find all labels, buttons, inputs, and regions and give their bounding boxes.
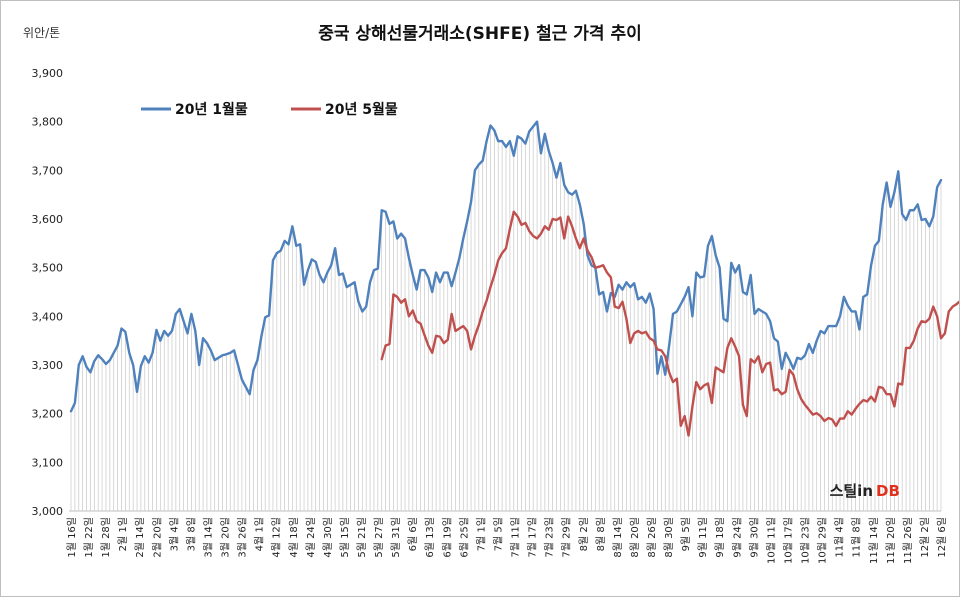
x-tick-label: 11월 8일 [851,517,863,558]
y-tick-label: 3,900 [32,67,64,80]
x-tick-label: 4월 30일 [322,517,334,558]
y-tick-label: 3,300 [32,359,64,372]
x-tick-label: 5월 15일 [339,517,351,558]
x-tick-label: 12월 2일 [919,517,931,558]
x-tick-label: 9월 24일 [731,517,743,558]
x-tick-label: 3월 26일 [237,517,249,558]
x-tick-label: 1월 16일 [66,517,78,558]
x-tick-label: 11월 4일 [834,517,846,558]
y-tick-label: 3,500 [32,262,64,275]
series-line-2 [380,210,960,437]
x-tick-label: 9월 18일 [714,517,726,558]
watermark-logo: 스틸in DB [830,482,900,500]
x-tick-label: 8월 8일 [595,517,607,551]
x-tick-label: 8월 30일 [663,517,675,558]
x-tick-label: 8월 14일 [612,517,624,558]
x-tick-label: 10월 17일 [783,517,795,564]
x-tick-label: 8월 2일 [578,517,590,551]
x-tick-label: 4월 1일 [254,517,266,551]
y-tick-label: 3,000 [32,505,64,518]
x-tick-label: 7월 11일 [510,517,522,558]
x-tick-label: 7월 29일 [561,517,573,558]
x-tick-label: 6월 25일 [458,517,470,558]
x-tick-label: 8월 20일 [629,517,641,558]
y-tick-label: 3,600 [32,213,64,226]
x-tick-label: 4월 24일 [305,517,317,558]
x-tick-label: 10월 11일 [765,517,777,564]
x-tick-label: 11월 26일 [902,517,914,564]
x-tick-label: 8월 26일 [646,517,658,558]
x-tick-label: 3월 8일 [185,517,197,551]
x-tick-label: 5월 21일 [356,517,368,558]
x-tick-label: 4월 12일 [271,517,283,558]
x-tick-label: 1월 22일 [83,517,95,558]
logo-text-steelin: 스틸in [830,482,873,500]
x-tick-labels: 1월 16일 1월 22일 1월 28일 2월 1일 2월 14일 2월 20일 3월 4일… [66,517,948,564]
x-tick-label: 6월 19일 [441,517,453,558]
x-tick-label: 6월 13일 [424,517,436,558]
x-tick-label: 7월 23일 [544,517,556,558]
x-tick-label: 10월 29일 [817,517,829,564]
x-tick-label: 2월 14일 [134,517,146,558]
x-tick-label: 11월 20일 [885,517,897,564]
legend-label-series-1: 20년 1월물 [175,101,248,118]
x-tick-label: 6월 6일 [407,517,419,551]
x-tick-label: 4월 18일 [288,517,300,558]
x-tick-label: 5월 31일 [390,517,402,558]
axis-layer: 3,000 3,100 3,200 3,300 3,400 3,500 3,600 3,700… [32,67,941,518]
x-tick-label: 10월 23일 [800,517,812,564]
x-tick-label: 7월 1일 [475,517,487,551]
legend-label-series-2: 20년 5월물 [325,101,398,118]
x-tick-label: 2월 1일 [117,517,129,551]
y-tick-label: 3,400 [32,310,64,323]
y-tick-label: 3,800 [32,116,64,129]
x-tick-label: 3월 4일 [168,517,180,551]
x-tick-label: 7월 5일 [493,517,505,551]
y-tick-label: 3,700 [32,164,64,177]
x-tick-label: 9월 5일 [680,517,692,551]
series-layer [69,120,960,437]
drop-lines [70,121,942,511]
x-tick-label: 7월 17일 [527,517,539,558]
x-tick-label: 1월 28일 [100,517,112,558]
x-tick-label: 2월 20일 [151,517,163,558]
chart-title: 중국 상해선물거래소(SHFE) 철근 가격 추이 [318,24,642,44]
x-tick-label: 9월 11일 [697,517,709,558]
x-tick-label: 12월 6일 [936,517,948,558]
y-tick-label: 3,200 [32,408,64,421]
y-tick-label: 3,100 [32,456,64,469]
unit-label: 위안/톤 [23,26,60,40]
x-tick-label: 9월 30일 [748,517,760,558]
series-line-1 [69,120,943,413]
x-tick-label: 3월 14일 [203,517,215,558]
x-tick-label: 3월 20일 [220,517,232,558]
logo-text-db: DB [876,482,900,500]
x-tick-label: 11월 14일 [868,517,880,564]
x-tick-label: 5월 27일 [373,517,385,558]
legend: 20년 1월물 20년 5월물 [141,101,398,118]
